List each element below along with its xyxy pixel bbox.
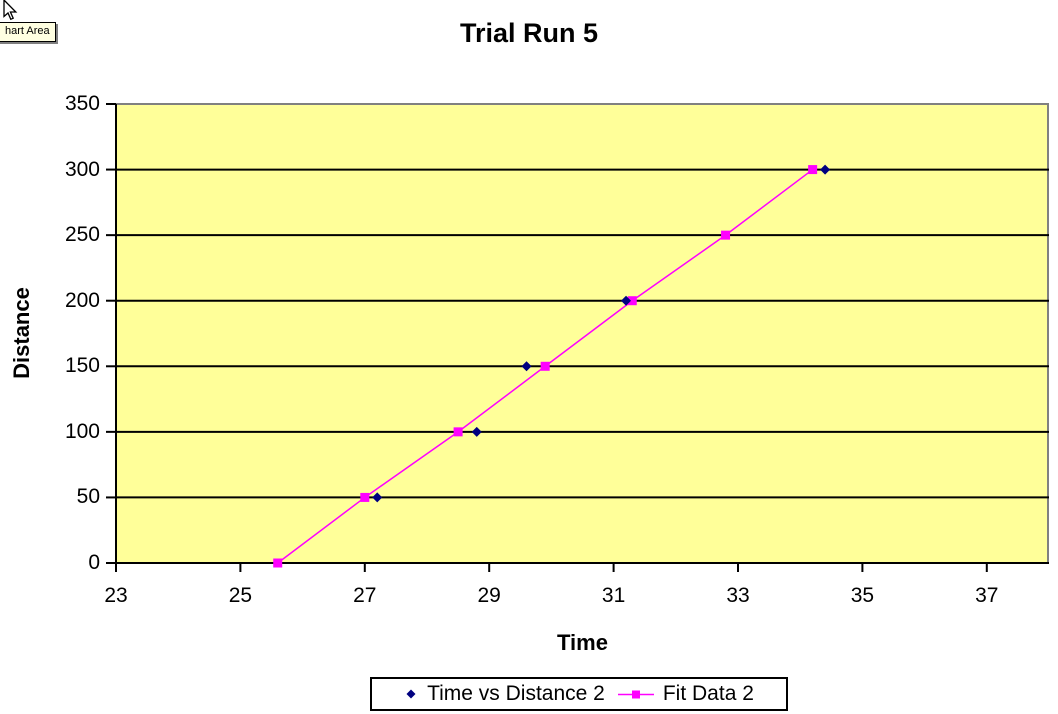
diamond-marker-icon bbox=[406, 689, 416, 699]
x-tick-label: 35 bbox=[850, 584, 875, 607]
y-tick-label: 250 bbox=[64, 223, 100, 247]
tooltip-text: hart Area bbox=[5, 25, 50, 37]
y-tick-label: 200 bbox=[64, 288, 100, 312]
x-tick-label: 23 bbox=[104, 584, 128, 607]
y-tick-label: 350 bbox=[64, 92, 100, 115]
x-tick-label: 29 bbox=[477, 584, 501, 607]
chart-title[interactable]: Trial Run 5 bbox=[459, 18, 599, 48]
y-tick-label: 150 bbox=[64, 354, 100, 378]
x-tick-label: 37 bbox=[975, 584, 999, 607]
chart-area-tooltip: hart Area bbox=[0, 22, 56, 42]
y-tick-label: 0 bbox=[88, 551, 100, 574]
y-tick-label: 100 bbox=[64, 419, 100, 443]
x-tick-label: 27 bbox=[353, 584, 377, 607]
y-axis-title[interactable]: Distance bbox=[9, 287, 34, 379]
legend-label-series2: Fit Data 2 bbox=[662, 682, 754, 705]
line-square-marker-icon bbox=[617, 690, 654, 698]
legend-item-time-vs-distance[interactable]: Time vs Distance 2 bbox=[404, 682, 605, 706]
plot-area[interactable] bbox=[116, 103, 1049, 563]
legend-item-fit-data[interactable]: Fit Data 2 bbox=[617, 682, 754, 706]
legend[interactable]: Time vs Distance 2 Fit Data 2 bbox=[370, 677, 788, 711]
mouse-cursor-icon bbox=[3, 0, 18, 21]
x-tick-label: 25 bbox=[228, 584, 253, 607]
legend-label-series1: Time vs Distance 2 bbox=[427, 682, 605, 705]
x-axis-title[interactable]: Time bbox=[557, 630, 608, 655]
x-tick-label: 31 bbox=[601, 584, 626, 607]
y-tick-label: 300 bbox=[64, 157, 100, 181]
y-tick-label: 50 bbox=[76, 485, 100, 509]
x-tick-label: 33 bbox=[726, 584, 750, 607]
